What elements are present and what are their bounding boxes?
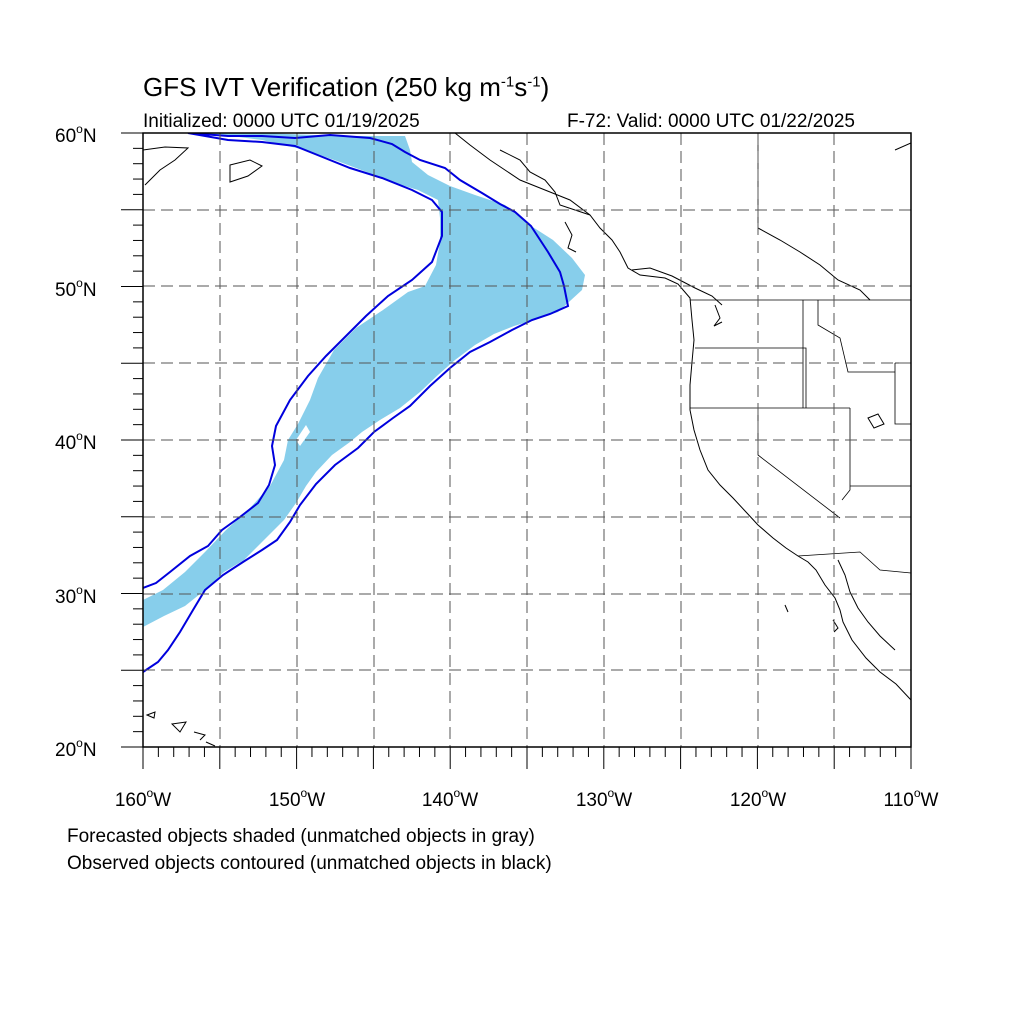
lon-label-120: 120oW: [729, 786, 787, 811]
lat-label-60: 60oN: [55, 122, 97, 147]
lon-label-160: 160oW: [114, 786, 172, 811]
lon-label-140: 140oW: [421, 786, 479, 811]
lon-label-150: 150oW: [268, 786, 326, 811]
valid-time-label: F-72: Valid: 0000 UTC 01/22/2025: [567, 111, 855, 132]
lat-label-20: 20oN: [55, 736, 97, 761]
legend-forecast-note: Forecasted objects shaded (unmatched obj…: [67, 826, 535, 847]
lon-label-130: 130oW: [575, 786, 633, 811]
coastlines: [143, 133, 911, 747]
observed-ivt-contour: [143, 133, 570, 673]
lat-label-50: 50oN: [55, 276, 97, 301]
political-borders: [690, 133, 911, 574]
legend-observed-note: Observed objects contoured (unmatched ob…: [67, 853, 552, 874]
map-grid: [143, 133, 911, 747]
lat-label-40: 40oN: [55, 429, 97, 454]
figure-title: GFS IVT Verification (250 kg m-1s-1): [143, 72, 550, 102]
forecast-ivt-object: [143, 133, 585, 627]
init-time-label: Initialized: 0000 UTC 01/19/2025: [143, 111, 420, 132]
axis-ticks: [121, 132, 912, 769]
lon-label-110: 110oW: [883, 786, 939, 811]
lat-label-30: 30oN: [55, 583, 97, 608]
